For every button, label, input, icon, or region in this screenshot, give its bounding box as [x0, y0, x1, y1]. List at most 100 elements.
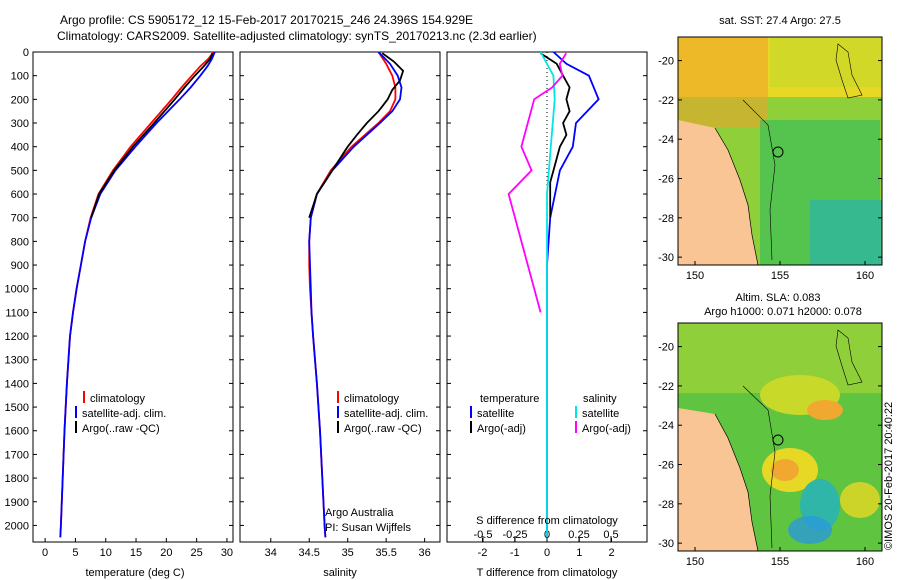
t-diff-xlabel: T difference from climatology — [477, 567, 618, 579]
header-line1: Argo profile: CS 5905172_12 15-Feb-2017 … — [60, 13, 473, 27]
salinity-xlabel: salinity — [323, 567, 357, 579]
ytick-label: 1700 — [5, 449, 29, 461]
ytick-label: 700 — [11, 213, 29, 225]
map-ytick-label: -20 — [658, 342, 674, 354]
legend-t-satellite: satellite — [477, 408, 514, 420]
salinity-frame — [239, 51, 441, 543]
argo-location-marker-2 — [772, 434, 784, 446]
map-ytick-label: -22 — [658, 95, 674, 107]
map-xtick-label: 160 — [856, 270, 874, 282]
ytick-label: 1400 — [5, 378, 29, 390]
sla-map-title1: Altim. SLA: 0.083 — [736, 292, 821, 304]
temperature-xlabel: temperature (deg C) — [85, 567, 184, 579]
s-tick-label: 0.25 — [568, 529, 589, 541]
sst-map: sat. SST: 27.4 Argo: 27.5 150 155 160 -20 -2… — [658, 15, 883, 282]
temperature-panel: 0100200300400500600700800900100011001200… — [5, 47, 234, 579]
map-ytick-label: -22 — [658, 381, 674, 393]
xtick-label: 1 — [576, 547, 582, 559]
stamp: ©IMOS 20-Feb-2017 20:40:22 — [883, 402, 895, 550]
xtick-label: 35.5 — [375, 547, 396, 559]
map-ytick-label: -20 — [658, 56, 674, 68]
sla-map: Altim. SLA: 0.083 Argo h1000: 0.071 h200… — [658, 292, 883, 568]
ytick-label: 1900 — [5, 497, 29, 509]
xtick-label: 15 — [130, 547, 142, 559]
ytick-label: 1300 — [5, 355, 29, 367]
xtick-label: 30 — [221, 547, 233, 559]
ytick-label: 1800 — [5, 473, 29, 485]
legend-temperature: temperature — [480, 393, 539, 405]
legend-satellite-2: satellite-adj. clim. — [344, 408, 428, 420]
ytick-label: 300 — [11, 118, 29, 130]
legend-argo: Argo(..raw -QC) — [82, 423, 160, 435]
ytick-label: 1200 — [5, 331, 29, 343]
xtick-label: 5 — [72, 547, 78, 559]
xtick-label: 0 — [544, 547, 550, 559]
xtick-label: 34 — [265, 547, 277, 559]
temperature-legend: climatology satellite-adj. clim. Argo(..… — [75, 391, 166, 435]
ytick-label: 200 — [11, 94, 29, 106]
s-diff-xlabel: S difference from climatology — [476, 515, 618, 527]
sla-map-title2: Argo h1000: 0.071 h2000: 0.078 — [704, 306, 862, 318]
ytick-label: 600 — [11, 189, 29, 201]
series-t-argo — [540, 52, 571, 218]
map-xtick-label: 150 — [686, 556, 704, 568]
ytick-label: 100 — [11, 71, 29, 83]
ytick-label: 2000 — [5, 520, 29, 532]
xtick-label: 35 — [342, 547, 354, 559]
credit-line1: Argo Australia — [325, 507, 394, 519]
map-ytick-label: -26 — [658, 460, 674, 472]
xtick-label: 25 — [191, 547, 203, 559]
legend-salinity: salinity — [583, 393, 617, 405]
legend-s-argo: Argo(-adj) — [582, 423, 631, 435]
map-ytick-label: -30 — [658, 252, 674, 264]
sst-map-title: sat. SST: 27.4 Argo: 27.5 — [719, 15, 841, 27]
legend-t-argo: Argo(-adj) — [477, 423, 526, 435]
map-ytick-label: -28 — [658, 499, 674, 511]
ytick-label: 500 — [11, 165, 29, 177]
ytick-label: 0 — [23, 47, 29, 59]
map-ytick-label: -24 — [658, 420, 674, 432]
map-xtick-label: 155 — [771, 270, 789, 282]
series-t-satellite — [546, 51, 600, 538]
s-tick-label: -0.5 — [474, 529, 493, 541]
series-argo — [90, 52, 214, 218]
series-satellite — [59, 51, 216, 538]
series-climatology — [59, 51, 215, 538]
map-ytick-label: -30 — [658, 538, 674, 550]
s-tick-label: 0.5 — [603, 529, 618, 541]
series-s-argo — [507, 52, 567, 313]
ytick-label: 1000 — [5, 284, 29, 296]
map-xtick-label: 160 — [856, 556, 874, 568]
argo-location-marker — [772, 146, 784, 158]
legend-s-satellite: satellite — [582, 408, 619, 420]
xtick-label: 0 — [42, 547, 48, 559]
ytick-label: 900 — [11, 260, 29, 272]
ytick-label: 1500 — [5, 402, 29, 414]
map-ytick-label: -28 — [658, 213, 674, 225]
ytick-label: 1600 — [5, 426, 29, 438]
header-line2: Climatology: CARS2009. Satellite-adjuste… — [57, 29, 537, 43]
map-xtick-label: 155 — [771, 556, 789, 568]
map-xtick-label: 150 — [686, 270, 704, 282]
legend-climatology-2: climatology — [344, 393, 400, 405]
legend-argo-2: Argo(..raw -QC) — [344, 423, 422, 435]
series-argo — [308, 52, 405, 218]
difference-legend: temperature salinity satellite Argo(-adj… — [470, 393, 631, 435]
xtick-label: -1 — [510, 547, 520, 559]
ytick-label: 800 — [11, 236, 29, 248]
legend-climatology: climatology — [90, 393, 146, 405]
salinity-panel: 34 34.5 35 35.5 36 salinity climatology sate… — [239, 51, 441, 579]
salinity-legend: climatology satellite-adj. clim. Argo(..… — [337, 391, 428, 435]
series-s-satellite — [539, 51, 556, 538]
xtick-label: 10 — [100, 547, 112, 559]
series-satellite — [308, 51, 403, 538]
xtick-label: 36 — [418, 547, 430, 559]
xtick-label: 2 — [608, 547, 614, 559]
legend-satellite: satellite-adj. clim. — [82, 408, 166, 420]
xtick-label: 20 — [160, 547, 172, 559]
difference-panel: -2 -1 0 1 2-0.5 -0.25 0 0.25 0.5 T difference fr… — [446, 51, 648, 579]
xtick-label: -2 — [478, 547, 488, 559]
s-tick-label: -0.25 — [502, 529, 527, 541]
temperature-frame — [32, 51, 234, 543]
